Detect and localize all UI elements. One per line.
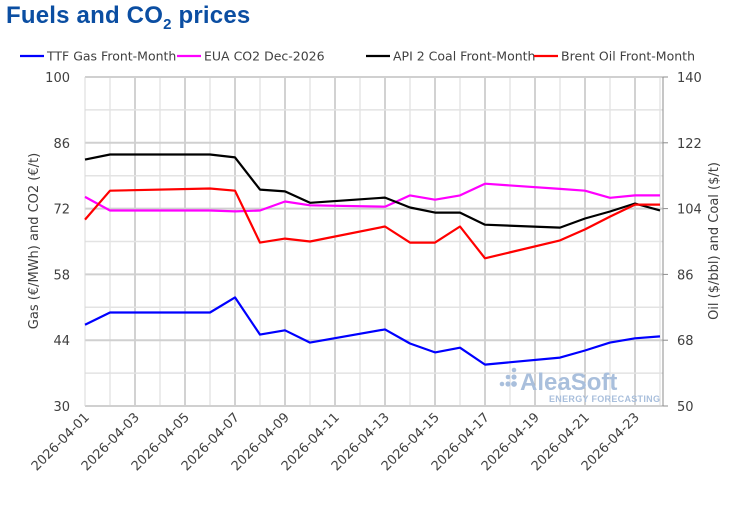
y-axis-left-tick-label: 44: [53, 334, 70, 349]
chart-title-tail: prices: [171, 2, 251, 29]
y-axis-left-tick-label: 30: [53, 400, 70, 415]
y-axis-right-tick-label: 104: [677, 203, 702, 218]
legend: TTF Gas Front-Month EUA CO2 Dec-2026 API 2…: [20, 49, 695, 64]
y-axis-right-title: Oil ($/bbl) and Coal ($/t): [707, 162, 722, 320]
legend-label: Brent Oil Front-Month: [561, 49, 695, 64]
series-line-ttf-gas-front-month: [84, 296, 661, 366]
watermark-dots-icon: [499, 367, 517, 387]
y-axis-right-tick-label: 68: [677, 334, 694, 349]
chart-title-subscript: 2: [163, 16, 172, 33]
legend-label: TTF Gas Front-Month: [46, 49, 176, 64]
y-axis-right-tick-label: 86: [677, 268, 694, 283]
y-axis-left-tick-label: 100: [45, 71, 70, 86]
y-axis-left-ticks: 100 86 72 58 44 30: [45, 71, 70, 415]
y-axis-right-ticks: 140 122 104 86 68 50: [677, 71, 702, 415]
chart-title: Fuels and CO2 prices: [6, 2, 250, 33]
y-axis-right-tick-label: 50: [677, 400, 694, 415]
y-axis-left-title: Gas (€/MWh) and CO2 (€/t): [27, 153, 42, 329]
watermark-subtext: ENERGY FORECASTING: [549, 394, 660, 404]
legend-item: TTF Gas Front-Month: [20, 49, 176, 64]
legend-label: API 2 Coal Front-Month: [393, 49, 535, 64]
legend-item: API 2 Coal Front-Month: [366, 49, 535, 64]
watermark-logo: AleaSoft ENERGY FORECASTING: [499, 367, 660, 404]
axes: [84, 76, 668, 407]
series-lines: [84, 153, 661, 366]
series-line-api-2-coal-front-month: [84, 153, 661, 229]
y-axis-left-tick-label: 58: [53, 268, 70, 283]
x-axis-ticks: 2026-04-012026-04-032026-04-052026-04-07…: [29, 410, 643, 474]
legend-item: EUA CO2 Dec-2026: [177, 49, 325, 64]
watermark-text: AleaSoft: [520, 369, 617, 396]
y-axis-left-tick-label: 72: [53, 203, 70, 218]
y-axis-left-tick-label: 86: [53, 137, 70, 152]
series-line-eua-co2-dec-2026: [84, 182, 660, 213]
chart-title-main: Fuels and CO: [6, 2, 164, 29]
legend-label: EUA CO2 Dec-2026: [204, 49, 325, 64]
grid: [84, 76, 663, 407]
series-line-brent-oil-front-month: [84, 187, 660, 260]
legend-item: Brent Oil Front-Month: [534, 49, 695, 64]
y-axis-right-tick-label: 122: [677, 137, 702, 152]
y-axis-right-tick-label: 140: [677, 71, 702, 86]
